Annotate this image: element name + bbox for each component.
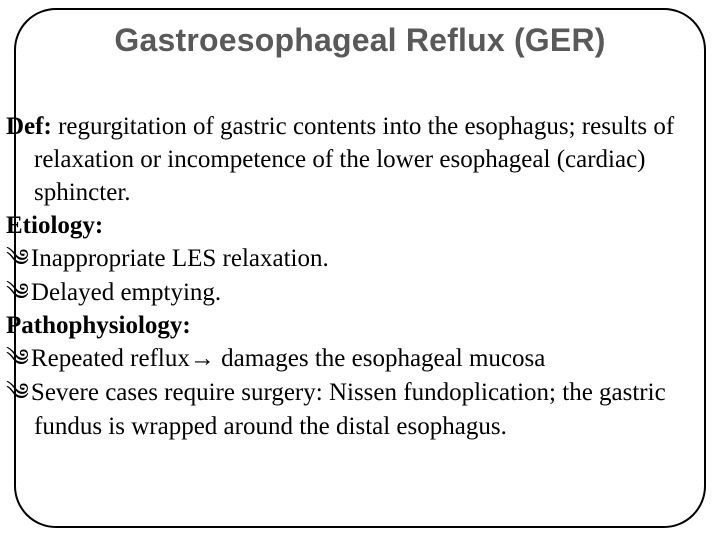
slide-body: Def: regurgitation of gastric contents i… xyxy=(6,110,700,443)
pathophysiology-heading: Pathophysiology: xyxy=(6,309,700,342)
etiology-item-1: ༄Inappropriate LES relaxation. xyxy=(6,242,700,276)
etiology-item-1-text: Inappropriate LES relaxation. xyxy=(31,245,329,272)
patho-label: Pathophysiology: xyxy=(6,312,191,339)
def-text: regurgitation of gastric contents into t… xyxy=(34,113,674,206)
arrow-icon: → xyxy=(190,345,215,372)
bullet-icon: ༄ xyxy=(6,246,29,272)
patho-item-1-pre: Repeated reflux xyxy=(31,345,190,372)
etiology-label: Etiology: xyxy=(6,212,103,239)
patho-item-2: ༄Severe cases require surgery: Nissen fu… xyxy=(6,376,700,443)
def-label: Def: xyxy=(6,113,52,140)
slide-title: Gastroesophageal Reflux (GER) xyxy=(0,22,720,59)
bullet-icon: ༄ xyxy=(6,346,29,372)
bullet-icon: ༄ xyxy=(6,280,29,306)
patho-item-1: ༄Repeated reflux→ damages the esophageal… xyxy=(6,342,700,376)
definition-block: Def: regurgitation of gastric contents i… xyxy=(6,110,700,209)
patho-item-1-post: damages the esophageal mucosa xyxy=(215,345,545,372)
etiology-heading: Etiology: xyxy=(6,209,700,242)
etiology-item-2-text: Delayed emptying. xyxy=(31,279,221,306)
patho-item-2-text: Severe cases require surgery: Nissen fun… xyxy=(31,379,666,440)
etiology-item-2: ༄Delayed emptying. xyxy=(6,276,700,310)
bullet-icon: ༄ xyxy=(6,380,29,406)
